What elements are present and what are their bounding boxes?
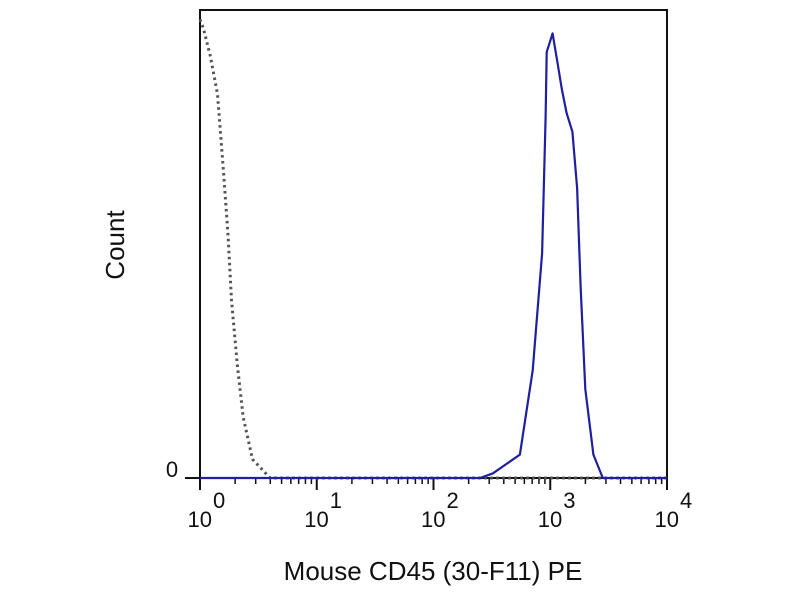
series-group [198, 18, 667, 480]
series-line-1 [200, 32, 667, 480]
x-tick-label: 10 [655, 507, 679, 532]
series-line-0 [198, 18, 667, 480]
x-tick-exponent: 4 [680, 488, 692, 513]
x-tick-exponent: 2 [447, 488, 459, 513]
x-tick-exponent: 1 [330, 488, 342, 513]
x-tick-exponent: 3 [563, 488, 575, 513]
x-tick-label: 10 [188, 507, 212, 532]
x-axis-ticks [185, 477, 668, 490]
x-tick-label: 10 [304, 507, 328, 532]
y-axis-label: Count [100, 210, 130, 280]
x-tick-label: 10 [421, 507, 445, 532]
x-tick-exponent: 0 [213, 488, 225, 513]
plot-frame [199, 9, 668, 479]
y-tick-label-0: 0 [166, 457, 178, 482]
x-axis-label: Mouse CD45 (30-F11) PE [284, 556, 583, 586]
x-tick-label: 10 [538, 507, 562, 532]
